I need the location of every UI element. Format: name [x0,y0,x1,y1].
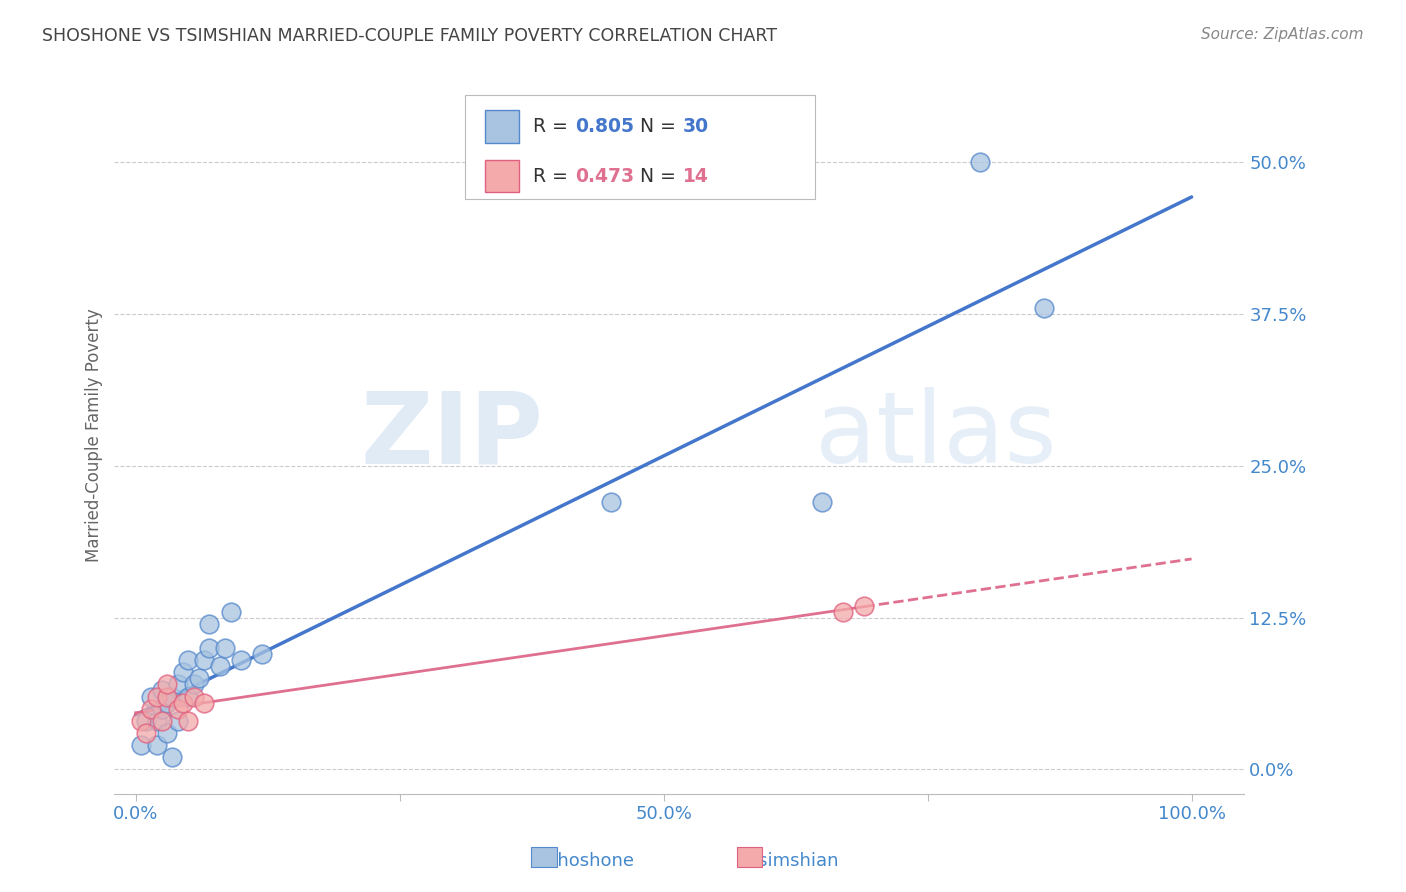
Point [1032,301,1054,315]
Text: R =: R = [533,167,574,186]
Point [177,714,200,728]
Text: 14: 14 [683,167,709,186]
Point [166,714,188,728]
Point [193,696,215,710]
Point [177,690,200,704]
Point [198,616,221,631]
Point [156,677,179,691]
Point [156,726,179,740]
Point [145,738,167,752]
Text: Shoshone: Shoshone [547,852,634,870]
Point [129,714,152,728]
FancyBboxPatch shape [465,95,815,199]
Point [166,702,188,716]
Text: atlas: atlas [815,387,1057,484]
Text: SHOSHONE VS TSIMSHIAN MARRIED-COUPLE FAMILY POVERTY CORRELATION CHART: SHOSHONE VS TSIMSHIAN MARRIED-COUPLE FAM… [42,27,778,45]
Text: 0.805: 0.805 [575,117,634,136]
Point [193,653,215,667]
Point [219,605,242,619]
Point [208,659,231,673]
Point [150,714,173,728]
Text: N =: N = [640,167,682,186]
Text: Tsimshian: Tsimshian [751,852,838,870]
Point [231,653,253,667]
Point [150,702,173,716]
Text: 30: 30 [683,117,709,136]
Point [183,690,205,704]
Point [129,738,152,752]
Point [252,647,274,661]
Point [145,690,167,704]
Point [853,599,876,613]
Text: N =: N = [640,117,682,136]
Point [150,683,173,698]
Point [162,690,184,704]
Text: R =: R = [533,117,574,136]
Point [599,495,621,509]
Point [969,155,991,169]
Text: ZIP: ZIP [361,387,544,484]
Point [177,653,200,667]
Point [832,605,855,619]
Point [141,702,163,716]
Point [214,640,236,655]
Text: 0.473: 0.473 [575,167,634,186]
Point [172,665,194,680]
Point [187,671,209,685]
Point [183,677,205,691]
Point [141,690,163,704]
Point [156,696,179,710]
FancyBboxPatch shape [485,111,519,143]
Text: Source: ZipAtlas.com: Source: ZipAtlas.com [1201,27,1364,42]
Point [166,677,188,691]
Point [156,690,179,704]
Point [135,726,157,740]
Point [198,640,221,655]
Point [145,714,167,728]
Point [135,714,157,728]
Y-axis label: Married-Couple Family Poverty: Married-Couple Family Poverty [86,309,103,563]
Point [172,696,194,710]
Point [162,750,184,764]
FancyBboxPatch shape [485,161,519,193]
Point [811,495,834,509]
